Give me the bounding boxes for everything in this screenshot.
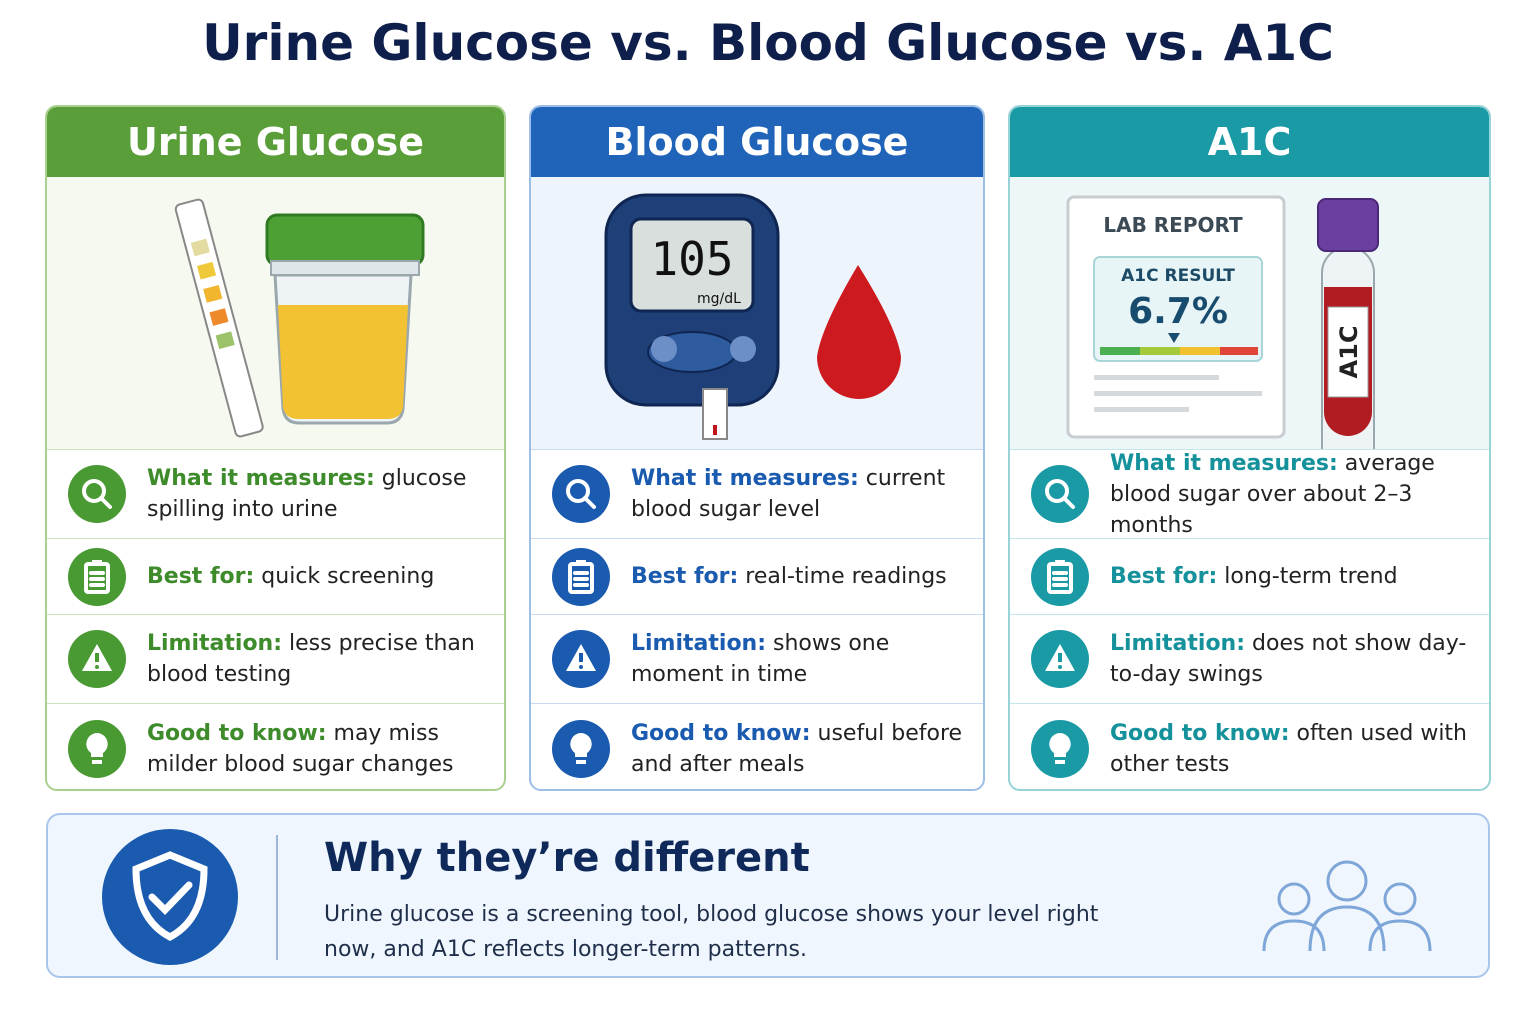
row-label: Best for:	[1110, 564, 1218, 589]
row-icon	[552, 465, 610, 523]
info-row: What it measures: current blood sugar le…	[531, 449, 983, 538]
row-icon	[68, 630, 126, 688]
row-icon	[1031, 719, 1089, 778]
row-label: What it measures:	[147, 466, 375, 491]
column: A1C LAB REPORT A1C RESULT 6.7% A1C What …	[1008, 105, 1491, 791]
row-label: Good to know:	[1110, 720, 1290, 746]
info-row: What it measures: glucose spilling into …	[47, 449, 504, 538]
result-value: 6.7%	[1128, 291, 1228, 332]
row-description: may miss milder blood sugar changes	[147, 720, 454, 777]
column-heading: Urine Glucose	[47, 107, 504, 177]
info-row: What it measures: average blood sugar ov…	[1010, 449, 1489, 538]
info-row: Good to know: useful before and after me…	[531, 703, 983, 789]
row-label: What it measures:	[631, 466, 859, 491]
urine-illustration	[174, 198, 425, 438]
row-description: average blood sugar over about 2–3 month…	[1110, 450, 1435, 538]
row-label: Good to know:	[631, 720, 811, 746]
row-icon	[552, 547, 610, 606]
row-label: Limitation:	[1110, 631, 1246, 656]
row-description: current blood sugar level	[631, 466, 946, 522]
meter-unit: mg/dL	[697, 291, 741, 307]
info-row: Limitation: less precise than blood test…	[47, 614, 504, 703]
meter-reading: 105	[650, 232, 733, 286]
row-text: Limitation: shows one moment in time	[631, 628, 971, 690]
info-row: Best for: quick screening	[47, 538, 504, 614]
row-description: quick screening	[261, 564, 435, 589]
row-description: useful before and after meals	[631, 720, 963, 777]
row-text: What it measures: average blood sugar ov…	[1110, 448, 1480, 541]
column: Blood Glucose 105 mg/dL What it measures…	[529, 105, 985, 791]
illustration: LAB REPORT A1C RESULT 6.7% A1C	[1010, 177, 1489, 449]
row-text: Limitation: does not show day-to-day swi…	[1110, 628, 1480, 690]
row-text: Best for: long-term trend	[1110, 561, 1480, 592]
row-text: Good to know: may miss milder blood suga…	[147, 718, 487, 780]
row-label: Good to know:	[147, 720, 327, 746]
meter-screen	[629, 217, 755, 313]
row-icon	[552, 630, 610, 688]
row-icon	[552, 719, 610, 778]
row-description: glucose spilling into urine	[147, 466, 467, 522]
row-icon	[1031, 630, 1089, 688]
row-label: Limitation:	[147, 631, 283, 656]
urine-jar	[265, 213, 425, 425]
column-heading: Blood Glucose	[531, 107, 983, 177]
result-label: A1C RESULT	[1121, 266, 1235, 286]
report-title: LAB REPORT	[1103, 213, 1243, 237]
row-icon	[1031, 465, 1089, 523]
row-description: shows one moment in time	[631, 631, 890, 687]
info-row: Good to know: may miss milder blood suga…	[47, 703, 504, 789]
row-icon	[68, 547, 126, 606]
info-row: Limitation: shows one moment in time	[531, 614, 983, 703]
row-label: Best for:	[147, 564, 255, 589]
row-description: less precise than blood testing	[147, 631, 475, 687]
test-strip	[174, 198, 264, 438]
row-description: does not show day-to-day swings	[1110, 631, 1467, 687]
illustration: 105 mg/dL	[531, 177, 983, 449]
info-row: Limitation: does not show day-to-day swi…	[1010, 614, 1489, 703]
summary-text: Urine glucose is a screening tool, blood…	[324, 902, 1099, 962]
row-label: Best for:	[631, 564, 739, 589]
row-description: real-time readings	[745, 564, 947, 589]
page-title: Urine Glucose vs. Blood Glucose vs. A1C	[202, 14, 1334, 72]
row-text: Best for: real-time readings	[631, 561, 971, 592]
row-description: long-term trend	[1224, 564, 1398, 589]
row-description: often used with other tests	[1110, 720, 1468, 777]
column-heading: A1C	[1010, 107, 1489, 177]
row-text: Good to know: useful before and after me…	[631, 718, 971, 780]
row-text: Best for: quick screening	[147, 561, 487, 592]
row-label: What it measures:	[1110, 450, 1338, 476]
row-text: Limitation: less precise than blood test…	[147, 628, 487, 690]
info-row: Good to know: often used with other test…	[1010, 703, 1489, 789]
row-text: Good to know: often used with other test…	[1110, 718, 1480, 780]
info-row: Best for: long-term trend	[1010, 538, 1489, 614]
blood-drop	[817, 265, 901, 399]
row-text: What it measures: current blood sugar le…	[631, 463, 971, 525]
summary-title: Why they’re different	[324, 835, 810, 881]
tube-label: A1C	[1335, 326, 1363, 379]
row-icon	[68, 719, 126, 778]
row-icon	[1031, 547, 1089, 606]
column: Urine Glucose What it measures: glucose …	[45, 105, 506, 791]
row-text: What it measures: glucose spilling into …	[147, 463, 487, 525]
info-row: Best for: real-time readings	[531, 538, 983, 614]
summary-graphics	[102, 829, 1432, 965]
row-label: Limitation:	[631, 631, 767, 656]
row-icon	[68, 465, 126, 523]
summary-box: Why they’re different Urine glucose is a…	[46, 813, 1490, 978]
a1c-illustration: LAB REPORT A1C RESULT 6.7% A1C	[1066, 195, 1379, 449]
blood-tube: A1C	[1317, 198, 1379, 449]
meter-illustration: 105 mg/dL	[604, 193, 901, 440]
illustration	[47, 177, 504, 449]
